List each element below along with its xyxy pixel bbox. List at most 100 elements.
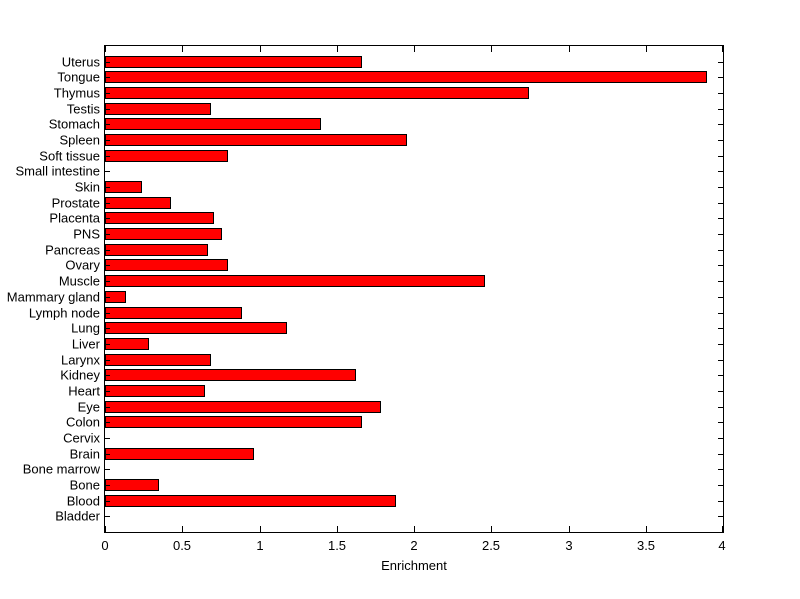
y-axis-tick xyxy=(105,375,110,376)
x-axis-tick xyxy=(722,526,723,532)
y-axis-tick xyxy=(105,124,110,125)
bar-heart xyxy=(105,385,205,397)
y-axis-label-brain: Brain xyxy=(69,446,100,462)
y-axis-tick xyxy=(105,344,110,345)
y-axis-tick xyxy=(105,516,110,517)
y-axis-tick xyxy=(718,516,723,517)
y-axis-tick xyxy=(718,454,723,455)
y-axis-label-kidney: Kidney xyxy=(60,367,100,383)
bar-thymus xyxy=(105,87,529,99)
y-axis-tick xyxy=(105,438,110,439)
bar-pancreas xyxy=(105,244,208,256)
y-axis-label-ovary: Ovary xyxy=(65,257,100,273)
y-axis-label-tongue: Tongue xyxy=(57,69,100,85)
x-axis-tick xyxy=(105,46,106,52)
y-axis-label-liver: Liver xyxy=(71,336,100,352)
bar-placenta xyxy=(105,212,214,224)
y-axis-tick xyxy=(718,218,723,219)
y-axis-tick xyxy=(105,328,110,329)
bar-bone xyxy=(105,479,159,491)
bar-ovary xyxy=(105,259,228,271)
x-axis-tick-label: 1 xyxy=(256,538,264,553)
x-axis-tick xyxy=(569,46,570,52)
y-axis-label-prostate: Prostate xyxy=(51,195,100,211)
y-axis-label-pns: PNS xyxy=(73,226,100,242)
y-axis-label-stomach: Stomach xyxy=(48,116,100,132)
y-axis-label-muscle: Muscle xyxy=(58,273,100,289)
y-axis-label-colon: Colon xyxy=(66,414,100,430)
y-axis-tick xyxy=(718,501,723,502)
x-axis-tick xyxy=(105,526,106,532)
bar-kidney xyxy=(105,369,356,381)
y-axis-tick xyxy=(718,156,723,157)
x-axis-tick xyxy=(722,46,723,52)
y-axis-tick xyxy=(718,93,723,94)
y-axis-label-eye: Eye xyxy=(77,399,100,415)
y-axis-tick xyxy=(718,375,723,376)
y-axis-tick xyxy=(718,297,723,298)
bar-blood xyxy=(105,495,396,507)
y-axis-tick xyxy=(105,422,110,423)
y-axis-label-blood: Blood xyxy=(66,493,100,509)
x-axis-tick xyxy=(646,526,647,532)
x-axis-tick xyxy=(491,46,492,52)
y-axis-tick xyxy=(718,360,723,361)
bar-spleen xyxy=(105,134,407,146)
y-axis-label-bone: Bone xyxy=(69,477,100,493)
y-axis-tick xyxy=(105,391,110,392)
y-axis-tick xyxy=(105,469,110,470)
y-axis-tick xyxy=(105,171,110,172)
x-axis-tick xyxy=(182,526,183,532)
y-axis-tick xyxy=(718,391,723,392)
y-axis-tick xyxy=(105,454,110,455)
y-axis-tick xyxy=(718,485,723,486)
bar-lymph-node xyxy=(105,307,242,319)
y-axis-tick xyxy=(105,77,110,78)
bar-tongue xyxy=(105,71,707,83)
x-axis-title: Enrichment xyxy=(381,558,447,573)
y-axis-label-uterus: Uterus xyxy=(61,54,100,70)
y-axis-tick xyxy=(105,62,110,63)
y-axis-tick xyxy=(105,187,110,188)
x-axis-tick xyxy=(337,46,338,52)
y-axis-tick xyxy=(105,360,110,361)
bar-uterus xyxy=(105,56,362,68)
x-axis-tick-label: 3.5 xyxy=(636,538,656,553)
y-axis-label-pancreas: Pancreas xyxy=(45,242,100,258)
y-axis-tick xyxy=(718,62,723,63)
y-axis-tick xyxy=(718,422,723,423)
x-axis-tick xyxy=(182,46,183,52)
x-axis-tick-label: 4 xyxy=(718,538,726,553)
x-axis-tick xyxy=(260,46,261,52)
y-axis-label-thymus: Thymus xyxy=(53,85,100,101)
y-axis-tick xyxy=(718,281,723,282)
y-axis-tick xyxy=(105,218,110,219)
bar-pns xyxy=(105,228,222,240)
y-axis-tick xyxy=(718,203,723,204)
y-axis-tick xyxy=(105,93,110,94)
x-axis-tick-label: 3 xyxy=(565,538,573,553)
y-axis-tick xyxy=(718,250,723,251)
y-axis-label-mammary-gland: Mammary gland xyxy=(6,289,100,305)
bar-eye xyxy=(105,401,381,413)
y-axis-tick xyxy=(718,171,723,172)
y-axis-tick xyxy=(718,109,723,110)
bar-liver xyxy=(105,338,149,350)
x-axis-tick xyxy=(569,526,570,532)
y-axis-label-lung: Lung xyxy=(71,320,100,336)
bar-skin xyxy=(105,181,142,193)
bar-stomach xyxy=(105,118,321,130)
y-axis-label-bladder: Bladder xyxy=(55,508,100,524)
y-axis-label-cervix: Cervix xyxy=(63,430,100,446)
x-axis-tick xyxy=(414,46,415,52)
y-axis-tick xyxy=(718,124,723,125)
x-axis-tick xyxy=(491,526,492,532)
x-axis-tick-label: 0.5 xyxy=(172,538,192,553)
y-axis-label-placenta: Placenta xyxy=(49,210,100,226)
bar-muscle xyxy=(105,275,485,287)
x-axis-tick-label: 2.5 xyxy=(481,538,501,553)
bar-testis xyxy=(105,103,211,115)
y-axis-tick xyxy=(718,344,723,345)
y-axis-label-bone-marrow: Bone marrow xyxy=(22,461,100,477)
